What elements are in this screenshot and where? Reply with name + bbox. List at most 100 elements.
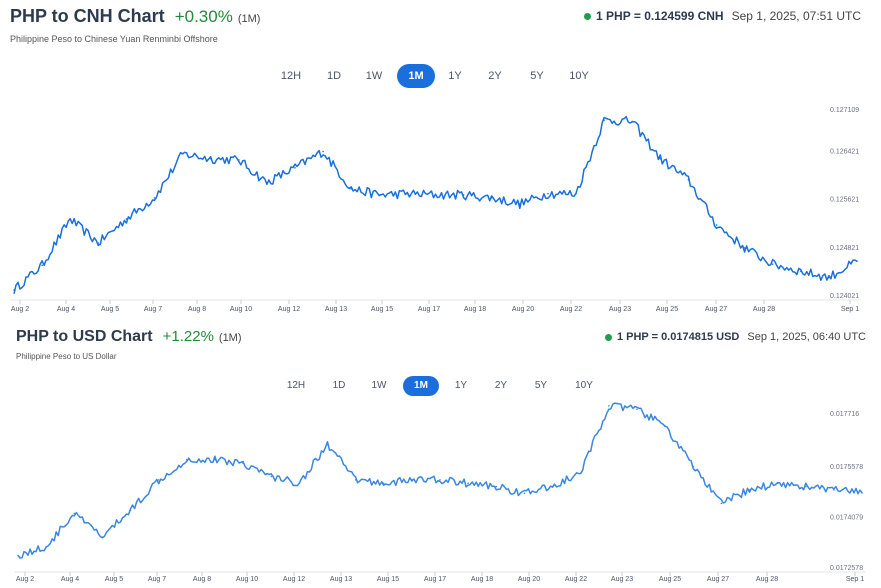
usd-line-chart: 0.017716 0.0175578 0.0174079 0.0172578 Aug 2… xyxy=(14,402,866,583)
cnh-chart-panel: PHP to CNH Chart +0.30% (1M) Philippine … xyxy=(0,6,881,313)
x-tick-label: Aug 10 xyxy=(236,576,258,583)
rate-timestamp: Sep 1, 2025, 07:51 UTC xyxy=(731,9,861,23)
series-line xyxy=(17,402,863,559)
y-tick-label: 0.125621 xyxy=(830,197,859,204)
usd-chart-panel: PHP to USD Chart +1.22% (1M) Philippine … xyxy=(0,318,881,588)
data-point xyxy=(157,479,160,481)
x-tick-label: Aug 4 xyxy=(57,306,75,313)
data-point xyxy=(692,465,694,468)
data-point xyxy=(462,194,465,196)
x-tick-label: Aug 22 xyxy=(560,306,582,313)
data-point xyxy=(720,502,723,505)
period-tabs: 12H 1D 1W 1M 1Y 2Y 5Y 10Y xyxy=(0,64,881,88)
data-point xyxy=(73,512,76,515)
x-tick-label: Aug 22 xyxy=(565,576,587,583)
data-point xyxy=(636,408,638,411)
y-tick-label: 0.124021 xyxy=(830,293,859,300)
tab-12h[interactable]: 12H xyxy=(286,380,306,391)
data-point xyxy=(833,489,835,491)
data-point xyxy=(411,479,413,481)
tab-1w[interactable]: 1W xyxy=(371,380,387,391)
tab-1d[interactable]: 1D xyxy=(326,70,342,82)
data-point xyxy=(523,492,526,495)
live-dot-icon xyxy=(604,333,612,341)
data-point xyxy=(382,482,385,485)
tab-1y[interactable]: 1Y xyxy=(448,70,462,82)
x-tick-label: Aug 27 xyxy=(707,576,729,583)
tab-10y[interactable]: 10Y xyxy=(569,70,589,82)
x-tick-label: Aug 13 xyxy=(330,576,352,583)
data-point xyxy=(270,475,273,478)
rate-readout: 1 PHP = 0.124599 CNH Sep 1, 2025, 07:51 … xyxy=(584,9,861,23)
tab-5y[interactable]: 5Y xyxy=(530,70,544,82)
x-tick-label: Aug 18 xyxy=(471,576,493,583)
data-point xyxy=(608,405,610,407)
tab-1w[interactable]: 1W xyxy=(365,70,383,82)
x-tick-label: Aug 28 xyxy=(753,306,775,313)
x-tick-label: Aug 23 xyxy=(609,306,631,313)
data-point xyxy=(434,194,437,196)
tab-1y[interactable]: 1Y xyxy=(454,380,468,391)
data-point xyxy=(69,218,71,220)
tab-12h[interactable]: 12H xyxy=(280,70,302,82)
y-tick-label: 0.127109 xyxy=(830,107,859,114)
change-period: (1M) xyxy=(237,13,261,25)
tab-10y[interactable]: 10Y xyxy=(575,380,593,391)
x-tick-label: Sep 1 xyxy=(846,576,864,583)
y-tick-label: 0.0174079 xyxy=(830,515,863,522)
data-point xyxy=(828,276,830,279)
tab-5y[interactable]: 5Y xyxy=(534,380,548,391)
data-point xyxy=(800,270,802,273)
data-point xyxy=(579,472,582,474)
chart-subtitle: Philippine Peso to Chinese Yuan Renminbi… xyxy=(10,34,218,44)
x-tick-label: Aug 20 xyxy=(518,576,540,583)
data-point xyxy=(45,546,47,548)
data-point xyxy=(519,203,521,205)
x-tick-label: Aug 10 xyxy=(230,306,252,313)
tab-2y[interactable]: 2Y xyxy=(488,70,502,82)
data-point xyxy=(603,119,605,121)
x-tick-label: Aug 8 xyxy=(188,306,206,313)
data-point xyxy=(266,182,268,184)
change-period: (1M) xyxy=(218,332,242,344)
tab-2y[interactable]: 2Y xyxy=(494,380,508,391)
series-line xyxy=(13,115,858,294)
x-tick-label: Aug 20 xyxy=(512,306,534,313)
x-tick-label: Aug 18 xyxy=(464,306,486,313)
data-point xyxy=(715,224,718,226)
tab-1d[interactable]: 1D xyxy=(332,380,346,391)
x-tick-label: Sep 1 xyxy=(841,306,859,313)
data-point xyxy=(13,289,15,291)
data-point xyxy=(129,509,132,511)
x-tick-label: Aug 13 xyxy=(325,306,347,313)
period-tabs: 12H 1D 1W 1M 1Y 2Y 5Y 10Y xyxy=(0,376,881,398)
data-point xyxy=(856,260,858,262)
data-point xyxy=(294,166,296,169)
data-point xyxy=(490,197,493,199)
x-tick-label: Aug 2 xyxy=(11,306,29,313)
data-point xyxy=(153,197,156,199)
data-point xyxy=(326,443,329,446)
data-point xyxy=(495,485,498,488)
data-point xyxy=(17,554,19,557)
x-tick-label: Aug 15 xyxy=(377,576,399,583)
cnh-line-chart: 0.127109 0.126421 0.125621 0.124821 0.124021… xyxy=(10,107,861,313)
x-tick-label: Aug 25 xyxy=(656,306,678,313)
tab-1m[interactable]: 1M xyxy=(397,64,435,88)
data-point xyxy=(101,536,104,538)
data-point xyxy=(242,462,244,464)
data-point xyxy=(214,458,216,461)
data-point xyxy=(125,218,128,220)
y-tick-label: 0.124821 xyxy=(830,245,859,252)
data-point xyxy=(354,479,357,481)
data-point xyxy=(547,192,549,195)
data-point xyxy=(378,194,381,196)
data-point xyxy=(97,242,100,244)
tab-1m[interactable]: 1M xyxy=(403,376,439,396)
rate-value: 1 PHP = 0.124599 CNH xyxy=(596,9,724,23)
data-point xyxy=(659,157,662,160)
data-point xyxy=(743,247,746,249)
live-dot-icon xyxy=(584,12,592,20)
chart-subtitle: Philippine Peso to US Dollar xyxy=(16,352,117,361)
data-point xyxy=(238,159,240,161)
